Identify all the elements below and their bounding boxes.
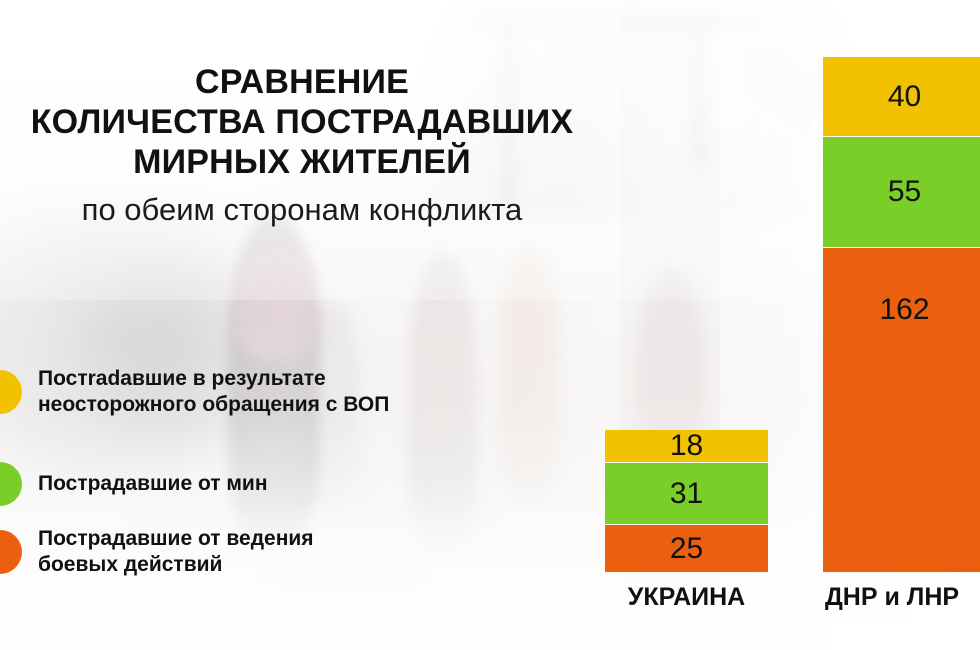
- legend-swatch-yellow-icon: [0, 370, 22, 414]
- legend-item-uxo: Постradавшие в результате неосторожного …: [0, 366, 389, 418]
- bar-segment-dnr-mines: 55: [823, 137, 980, 248]
- bar-value-ukraine-combat: 25: [669, 531, 704, 565]
- title-line-3: МИРНЫХ ЖИТЕЛЕЙ: [133, 143, 471, 181]
- bar-value-ukraine-mines: 31: [669, 476, 704, 510]
- page-subtitle: по обеим сторонам конфликта: [81, 192, 523, 227]
- bar-segment-dnr-combat: 162: [823, 248, 980, 573]
- bar-segment-ukraine-uxo: 18: [605, 430, 768, 463]
- legend-label-combat: Пострадавшие от ведения боевых действий: [38, 527, 314, 576]
- bar-caption-ukraine: УКРАИНА: [627, 583, 746, 611]
- stacked-bar-ukraine: 18 31 25 УКРАИНА: [605, 430, 768, 611]
- bar-caption-dnr-lnr: ДНР и ЛНР: [825, 583, 960, 611]
- bar-value-ukraine-uxo: 18: [669, 429, 704, 462]
- bar-segment-ukraine-combat: 25: [605, 525, 768, 573]
- legend-swatch-orange-icon: [0, 530, 22, 574]
- title-line-2: КОЛИЧЕСТВА ПОСТРАДАВШИХ: [30, 103, 574, 141]
- stacked-bar-dnr-lnr: 40 55 162 ДНР и ЛНР: [823, 57, 980, 611]
- legend-item-combat: Пострадавшие от ведения боевых действий: [0, 526, 314, 578]
- legend-label-mines: Пострадавшие от мин: [38, 472, 268, 495]
- page-title: СРАВНЕНИЕ КОЛИЧЕСТВА ПОСТРАДАВШИХ МИРНЫХ…: [0, 62, 604, 228]
- legend-item-mines: Пострадавшие от мин: [0, 462, 268, 506]
- bar-segment-ukraine-mines: 31: [605, 463, 768, 525]
- bar-segment-dnr-uxo: 40: [823, 57, 980, 137]
- background-white-veil-left: [0, 0, 620, 650]
- bar-value-dnr-combat: 162: [879, 293, 930, 326]
- legend-label-uxo: Постradавшие в результате неосторожного …: [38, 367, 390, 416]
- bar-value-dnr-uxo: 40: [887, 79, 922, 113]
- title-line-1: СРАВНЕНИЕ: [194, 63, 410, 101]
- legend-swatch-green-icon: [0, 462, 22, 506]
- bar-value-dnr-mines: 55: [887, 175, 922, 208]
